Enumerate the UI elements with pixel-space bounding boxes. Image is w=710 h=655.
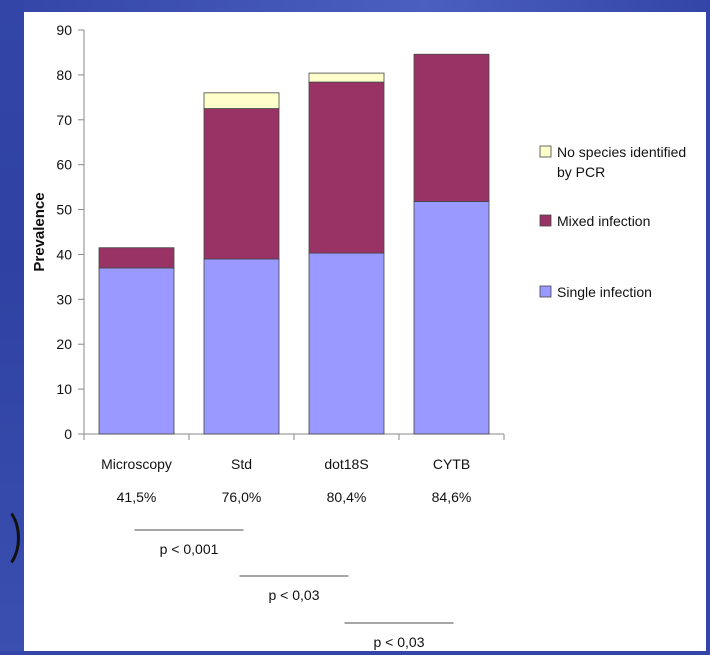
legend-swatch: [539, 285, 552, 298]
y-tick-label: 40: [56, 246, 72, 262]
bar-segment: [98, 267, 175, 435]
slide-background-bottom: [0, 651, 710, 655]
y-tick-label: 90: [56, 22, 72, 38]
bar-segment: [203, 108, 280, 260]
percent-label: 76,0%: [222, 489, 262, 505]
x-category-label: Microscopy: [101, 456, 172, 472]
y-tick-label: 60: [56, 157, 72, 173]
y-tick-label: 50: [56, 202, 72, 218]
y-tick-label: 10: [56, 381, 72, 397]
bar-segment: [413, 53, 490, 202]
percent-label: 80,4%: [327, 489, 367, 505]
p-value-label: p < 0,03: [269, 587, 320, 603]
bar-segment: [308, 252, 385, 435]
decorative-arc: [0, 505, 20, 571]
percent-label: 41,5%: [117, 489, 157, 505]
y-tick-label: 80: [56, 67, 72, 83]
bar-segment: [203, 92, 280, 109]
y-tick-label: 0: [64, 426, 72, 442]
legend-label: Mixed infection: [557, 213, 650, 229]
bar-segment: [413, 201, 490, 435]
bar-segment: [98, 247, 175, 269]
legend-swatch: [539, 214, 552, 227]
slide-background-right: [706, 0, 710, 655]
legend-label: by PCR: [557, 164, 605, 180]
legend-swatch: [539, 145, 552, 158]
x-category-label: dot18S: [324, 456, 368, 472]
legend-label: Single infection: [557, 284, 652, 300]
y-tick-label: 30: [56, 291, 72, 307]
bar-segment: [308, 72, 385, 83]
x-category-label: Std: [231, 456, 252, 472]
p-value-label: p < 0,001: [160, 541, 219, 557]
percent-label: 84,6%: [432, 489, 472, 505]
p-value-label: p < 0,03: [374, 634, 425, 650]
bar-segment: [308, 81, 385, 254]
legend-label: No species identified: [557, 144, 686, 160]
y-axis-label: Prevalence: [31, 192, 48, 271]
x-category-label: CYTB: [433, 456, 470, 472]
y-tick-label: 70: [56, 112, 72, 128]
slide-background-top: [0, 0, 710, 12]
y-tick-label: 20: [56, 336, 72, 352]
bar-segment: [203, 258, 280, 435]
